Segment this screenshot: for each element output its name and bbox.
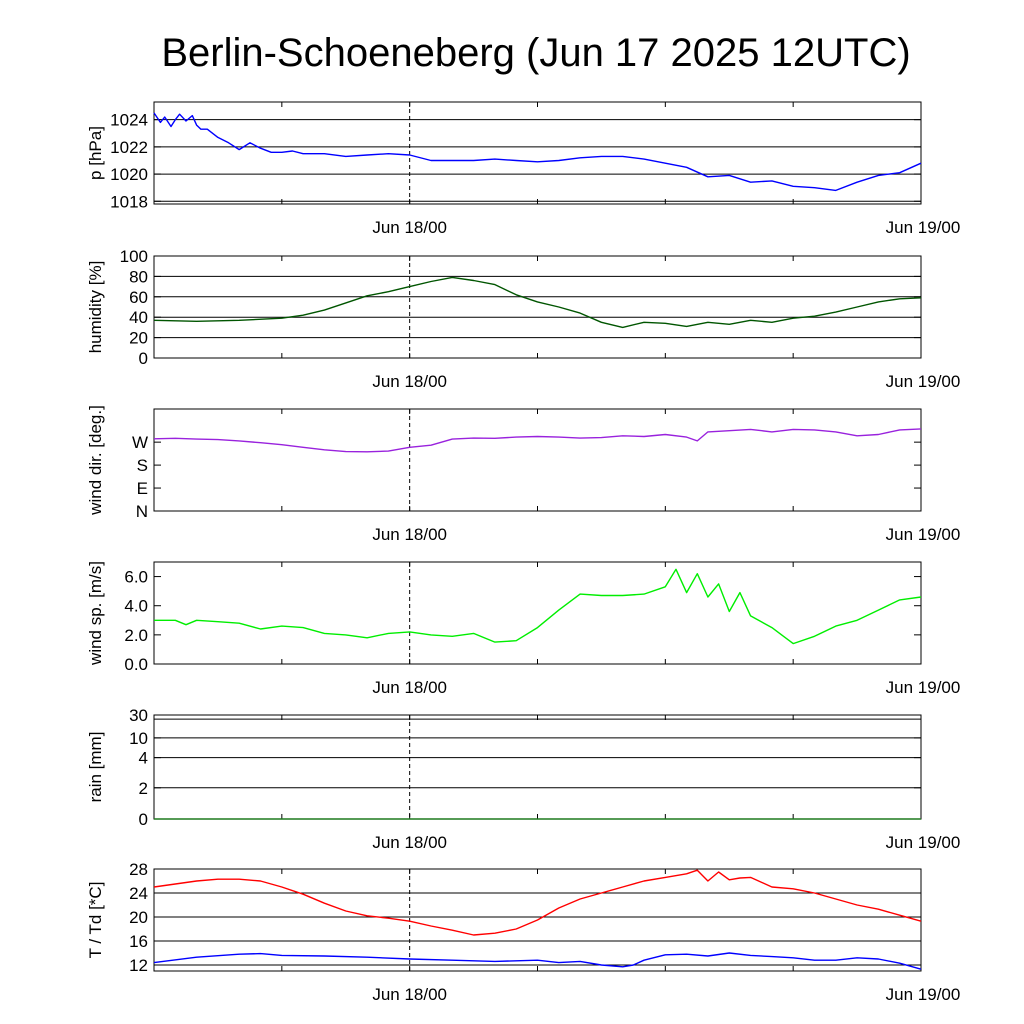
time-tick-label-wind_speed: Jun 19/00 — [886, 678, 961, 697]
y-tick-label-temperature: 20 — [129, 908, 148, 927]
panel-pressure: 1018 1020 1022 1024 p [hPa] Jun 18/00 Jun 19/0… — [86, 101, 961, 237]
series-line-wind_direction-0 — [153, 428, 922, 453]
plot-frame-rain — [153, 714, 922, 820]
time-tick-label-temperature: Jun 19/00 — [886, 985, 961, 1004]
time-tick-label-humidity: Jun 18/00 — [372, 372, 447, 391]
y-tick-label-wind_speed: 4.0 — [124, 597, 148, 616]
y-tick-label-humidity: 60 — [129, 288, 148, 307]
plot-frame-pressure — [153, 101, 922, 205]
y-tick-label-rain: 4 — [139, 749, 148, 768]
y-tick-label-wind_speed: 0.0 — [124, 655, 148, 674]
y-tick-label-rain: 0 — [139, 810, 148, 829]
panel-wind_speed: 0.0 2.0 4.0 6.0 wind sp. [m/s] Jun 18/00 Jun 1… — [86, 561, 960, 697]
y-tick-label-temperature: 24 — [129, 884, 148, 903]
series-line-pressure-0 — [153, 112, 922, 192]
time-tick-label-rain: Jun 18/00 — [372, 833, 447, 852]
y-tick-label-wind_direction: W — [132, 433, 148, 452]
y-axis-label-wind_direction: wind dir. [deg.] — [86, 405, 105, 516]
y-tick-label-wind_direction: S — [137, 456, 148, 475]
y-tick-label-temperature: 28 — [129, 860, 148, 879]
time-tick-label-rain: Jun 19/00 — [886, 833, 961, 852]
time-tick-label-humidity: Jun 19/00 — [886, 372, 961, 391]
y-tick-label-wind_direction: E — [137, 479, 148, 498]
y-tick-label-rain: 30 — [129, 706, 148, 725]
panel-rain: 0 2 410 30 rain [mm] Jun 18/00 Jun 19/00 — [86, 706, 960, 852]
y-tick-label-humidity: 20 — [129, 329, 148, 348]
y-tick-label-humidity: 40 — [129, 308, 148, 327]
y-tick-label-pressure: 1022 — [110, 138, 148, 157]
series-line-temperature-0 — [153, 869, 922, 936]
y-tick-label-pressure: 1018 — [110, 192, 148, 211]
series-line-wind_speed-0 — [154, 568, 922, 645]
time-tick-label-pressure: Jun 18/00 — [372, 218, 447, 237]
y-tick-label-rain: 10 — [129, 729, 148, 748]
plot-frame-humidity — [153, 255, 922, 359]
y-tick-label-rain: 2 — [139, 779, 148, 798]
y-tick-label-wind_speed: 2.0 — [124, 626, 148, 645]
y-tick-label-humidity: 80 — [129, 267, 148, 286]
y-tick-label-humidity: 100 — [120, 247, 148, 266]
y-axis-label-pressure: p [hPa] — [86, 126, 105, 180]
y-axis-label-temperature: T / Td [*C] — [86, 882, 105, 959]
y-axis-label-wind_speed: wind sp. [m/s] — [86, 561, 105, 666]
time-tick-label-wind_direction: Jun 19/00 — [886, 525, 961, 544]
y-axis-label-humidity: humidity [%] — [86, 261, 105, 354]
time-tick-label-temperature: Jun 18/00 — [372, 985, 447, 1004]
plot-frame-wind_speed — [153, 561, 922, 665]
y-tick-label-wind_speed: 6.0 — [124, 568, 148, 587]
time-tick-label-wind_direction: Jun 18/00 — [372, 525, 447, 544]
panel-temperature: 12 16 20 24 28 T / Td [*C] Jun 18/00 Jun 19/00 — [86, 860, 960, 1004]
time-tick-label-pressure: Jun 19/00 — [886, 218, 961, 237]
plot-frame-wind_direction — [153, 408, 922, 512]
time-tick-label-wind_speed: Jun 18/00 — [372, 678, 447, 697]
y-tick-label-pressure: 1020 — [110, 165, 148, 184]
y-tick-label-pressure: 1024 — [110, 111, 148, 130]
y-tick-label-temperature: 12 — [129, 956, 148, 975]
series-line-humidity-0 — [153, 276, 922, 329]
y-tick-label-wind_direction: N — [136, 502, 148, 521]
y-tick-label-humidity: 0 — [139, 349, 148, 368]
y-tick-label-temperature: 16 — [129, 932, 148, 951]
chart-title: Berlin-Schoeneberg (Jun 17 2025 12UTC) — [161, 31, 910, 75]
y-axis-label-rain: rain [mm] — [86, 732, 105, 803]
series-line-temperature-1 — [153, 952, 922, 970]
